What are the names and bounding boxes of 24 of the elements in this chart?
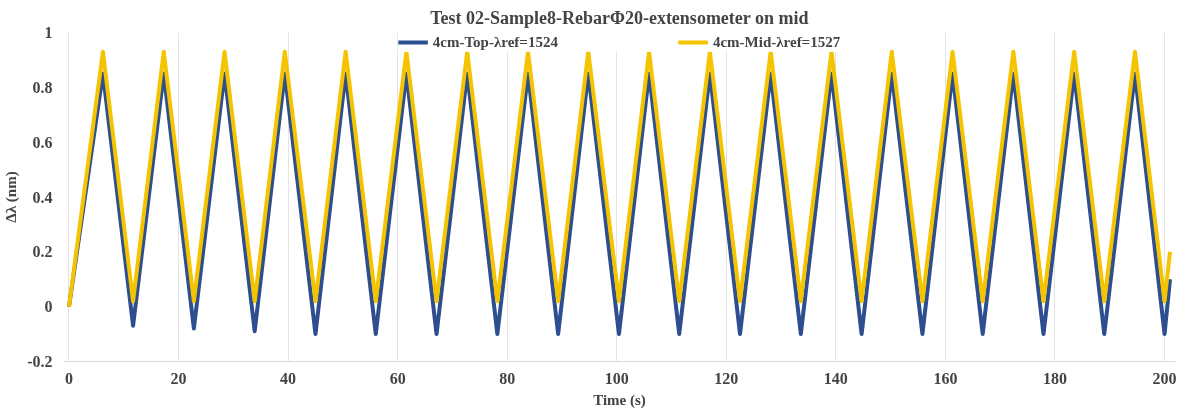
x-tick-label: 200	[1152, 369, 1177, 387]
y-tick-label: 1	[44, 24, 53, 41]
y-tick-label: 0.2	[32, 243, 53, 261]
y-tick-label: 0.6	[32, 133, 53, 151]
line-series	[66, 49, 1173, 309]
x-tick-label: 180	[1042, 369, 1067, 387]
x-tick-label: 60	[389, 369, 406, 387]
y-tick-label: 0.8	[32, 78, 53, 96]
legend-label: 4cm-Top-λref=1524	[432, 33, 558, 51]
x-tick-label: 140	[823, 369, 848, 387]
x-tick-label: 160	[933, 369, 958, 387]
x-tick-label: 0	[64, 369, 73, 387]
x-tick-label: 120	[714, 369, 739, 387]
legend-label: 4cm-Mid-λref=1527	[712, 33, 841, 51]
x-tick-label: 40	[280, 369, 297, 387]
x-axis-title: Time (s)	[593, 391, 646, 409]
y-axis-title: Δλ (nm)	[3, 171, 21, 223]
y-tick-label: 0	[44, 298, 53, 316]
chart-title: Test 02-Sample8-RebarΦ20-extensometer on mid	[430, 7, 809, 28]
y-tick-label: -0.2	[27, 353, 53, 370]
y-tick-label: 0.4	[32, 188, 53, 206]
x-tick-label: 20	[170, 369, 187, 387]
x-tick-label: 100	[604, 369, 629, 387]
x-tick-label: 80	[499, 369, 516, 387]
